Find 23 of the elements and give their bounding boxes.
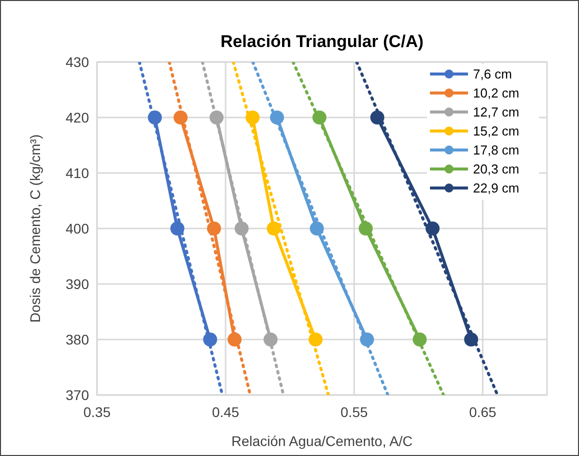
y-tick-label: 430 (66, 54, 90, 70)
x-axis-title: Relación Agua/Cemento, A/C (231, 433, 413, 449)
y-tick-label: 380 (66, 331, 90, 348)
y-tick-label: 370 (66, 386, 90, 403)
y-tick-label: 390 (66, 276, 90, 292)
y-tick-label: 400 (66, 220, 90, 236)
x-tick-label: 0.35 (83, 404, 111, 420)
x-tick-label: 0.65 (469, 404, 497, 420)
x-tick-label: 0.45 (212, 404, 240, 420)
legend-label: 10,2 cm (473, 86, 520, 101)
legend-label: 12,7 cm (473, 104, 520, 120)
y-tick-label: 420 (66, 109, 90, 126)
y-axis-title: Dosis de Cemento, C (kg/cm³) (27, 134, 43, 323)
chart-title: Relación Triangular (C/A) (220, 32, 424, 51)
x-tick-label: 0.55 (340, 404, 368, 420)
point (426, 222, 440, 236)
legend-label: 17,8 cm (473, 142, 520, 158)
legend-label: 15,2 cm (473, 124, 520, 139)
legend-label: 20,3 cm (473, 162, 520, 177)
point (266, 222, 281, 236)
legend-label: 7,6 cm (473, 66, 512, 82)
y-tick-label: 410 (66, 164, 90, 181)
legend-label: 22,9 cm (473, 180, 520, 196)
